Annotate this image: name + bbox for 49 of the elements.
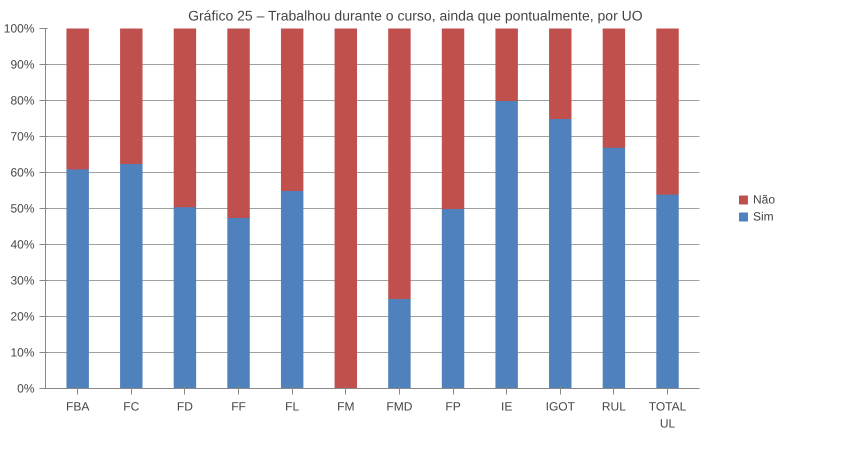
x-tick-label: FBA <box>66 400 90 414</box>
y-tick-label: 60% <box>10 166 35 180</box>
bar <box>66 28 89 170</box>
y-tick-label: 20% <box>10 310 35 324</box>
bar <box>174 28 196 208</box>
bar <box>549 118 572 388</box>
bar <box>227 28 250 218</box>
x-tick-label: FL <box>285 400 300 414</box>
bar <box>227 217 250 388</box>
x-tick-label: FF <box>231 400 246 414</box>
x-tick-label: RUL <box>602 400 626 414</box>
bar <box>602 28 626 148</box>
bar <box>66 168 89 388</box>
chart-title: Gráfico 25 – Trabalhou durante o curso, ainda que pontualmente, por UO <box>188 8 643 24</box>
y-tick-label: 0% <box>17 382 35 396</box>
bar <box>280 190 304 388</box>
y-tick-label: 70% <box>10 130 35 144</box>
bar <box>334 28 358 388</box>
x-tick-label: FD <box>176 400 194 414</box>
x-tick-label: FM <box>337 400 354 414</box>
bar <box>549 28 572 119</box>
bar <box>656 28 679 195</box>
x-tick-label: IE <box>500 400 512 414</box>
x-tick-label: FC <box>123 400 140 414</box>
legend-label: Não <box>752 192 775 206</box>
x-tick-label: FP <box>445 400 461 414</box>
y-tick-label: 10% <box>10 346 35 360</box>
y-tick-label: 50% <box>10 202 35 216</box>
bar <box>174 206 196 388</box>
bar <box>120 163 143 388</box>
bar <box>602 146 626 388</box>
x-tick-label: IGOT <box>546 400 576 414</box>
bar <box>280 28 304 191</box>
bar <box>442 208 464 388</box>
bar <box>656 194 679 388</box>
x-tick-label: TOTAL UL <box>648 400 687 430</box>
bar <box>388 28 411 299</box>
y-tick-label: 100% <box>4 22 35 36</box>
y-tick-label: 40% <box>10 238 35 252</box>
bar <box>495 28 518 101</box>
bar <box>442 28 464 209</box>
bar <box>120 28 143 164</box>
bar <box>495 100 518 388</box>
y-tick-label: 80% <box>10 94 35 108</box>
y-tick-label: 30% <box>10 274 35 288</box>
y-tick-label: 90% <box>10 58 35 72</box>
x-tick-label: FMD <box>386 400 413 414</box>
bar <box>388 298 411 388</box>
legend-label: Sim <box>752 210 774 224</box>
